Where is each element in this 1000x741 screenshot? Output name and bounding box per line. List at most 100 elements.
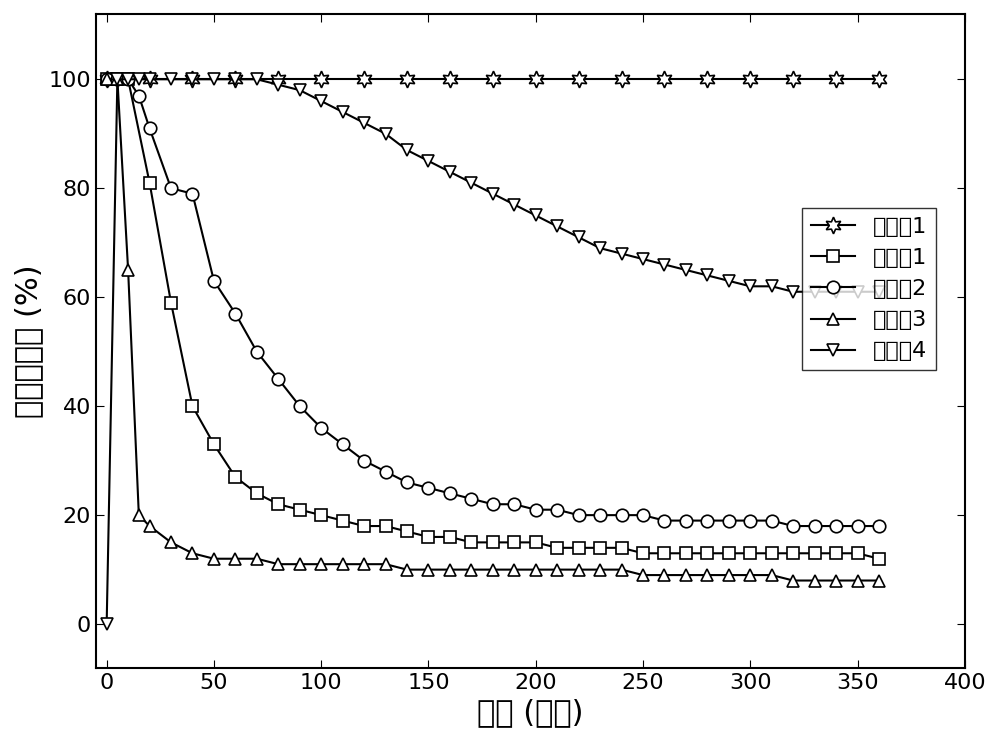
对比例4 <box>186 75 198 84</box>
对比例2 <box>122 75 134 84</box>
对比例2 <box>444 489 456 498</box>
对比例1 <box>723 549 735 558</box>
对比例3 <box>315 559 327 568</box>
对比例3 <box>208 554 220 563</box>
实施例1 <box>809 75 821 84</box>
对比例3 <box>101 75 113 84</box>
对比例1 <box>315 511 327 519</box>
对比例3 <box>251 554 263 563</box>
对比例3 <box>530 565 542 574</box>
对比例1 <box>830 549 842 558</box>
实施例1 <box>165 75 177 84</box>
实施例1 <box>401 75 413 84</box>
实施例1 <box>766 75 778 84</box>
对比例1 <box>766 549 778 558</box>
对比例1 <box>358 522 370 531</box>
实施例1 <box>358 75 370 84</box>
对比例2 <box>809 522 821 531</box>
对比例2 <box>787 522 799 531</box>
对比例1 <box>111 75 123 84</box>
对比例4 <box>830 288 842 296</box>
对比例2 <box>133 91 145 100</box>
对比例2 <box>422 483 434 492</box>
对比例3 <box>487 565 499 574</box>
对比例2 <box>551 505 563 514</box>
对比例4 <box>122 75 134 84</box>
对比例1 <box>401 527 413 536</box>
对比例4 <box>616 249 628 258</box>
对比例4 <box>809 288 821 296</box>
对比例3 <box>133 511 145 519</box>
实施例1 <box>101 75 113 84</box>
对比例1 <box>144 179 156 187</box>
对比例1 <box>852 549 864 558</box>
对比例1 <box>658 549 670 558</box>
实施例1 <box>508 75 520 84</box>
对比例4 <box>701 271 713 280</box>
对比例4 <box>133 75 145 84</box>
对比例2 <box>165 184 177 193</box>
实施例1 <box>272 75 284 84</box>
对比例4 <box>637 255 649 264</box>
对比例4 <box>852 288 864 296</box>
对比例1 <box>701 549 713 558</box>
实施例1 <box>122 75 134 84</box>
对比例1 <box>380 522 392 531</box>
对比例4 <box>272 80 284 89</box>
实施例1 <box>658 75 670 84</box>
对比例2 <box>873 522 885 531</box>
X-axis label: 时间 (分钟): 时间 (分钟) <box>477 698 584 727</box>
对比例3 <box>122 265 134 274</box>
实施例1 <box>594 75 606 84</box>
对比例4 <box>401 146 413 155</box>
对比例2 <box>101 75 113 84</box>
对比例3 <box>744 571 756 579</box>
对比例2 <box>766 516 778 525</box>
对比例3 <box>144 522 156 531</box>
对比例1 <box>208 440 220 449</box>
对比例4 <box>680 265 692 274</box>
实施例1 <box>294 75 306 84</box>
对比例2 <box>487 499 499 508</box>
实施例1 <box>787 75 799 84</box>
对比例3 <box>358 559 370 568</box>
对比例2 <box>208 276 220 285</box>
对比例2 <box>616 511 628 519</box>
对比例4 <box>594 244 606 253</box>
对比例2 <box>658 516 670 525</box>
Legend: 实施例1, 对比例1, 对比例2, 对比例3, 对比例4: 实施例1, 对比例1, 对比例2, 对比例3, 对比例4 <box>802 208 936 370</box>
对比例1 <box>680 549 692 558</box>
对比例4 <box>551 222 563 231</box>
对比例4 <box>658 260 670 269</box>
对比例2 <box>852 522 864 531</box>
Line: 对比例1: 对比例1 <box>101 73 885 565</box>
对比例3 <box>401 565 413 574</box>
对比例3 <box>852 576 864 585</box>
对比例2 <box>701 516 713 525</box>
对比例1 <box>294 505 306 514</box>
对比例2 <box>594 511 606 519</box>
对比例1 <box>101 75 113 84</box>
实施例1 <box>723 75 735 84</box>
实施例1 <box>637 75 649 84</box>
对比例1 <box>809 549 821 558</box>
对比例4 <box>111 75 123 84</box>
实施例1 <box>422 75 434 84</box>
对比例3 <box>680 571 692 579</box>
对比例3 <box>111 75 123 84</box>
对比例3 <box>422 565 434 574</box>
实施例1 <box>208 75 220 84</box>
对比例1 <box>465 538 477 547</box>
对比例3 <box>594 565 606 574</box>
对比例2 <box>358 456 370 465</box>
对比例4 <box>766 282 778 290</box>
对比例4 <box>229 75 241 84</box>
对比例1 <box>422 533 434 542</box>
对比例2 <box>294 402 306 411</box>
实施例1 <box>573 75 585 84</box>
实施例1 <box>680 75 692 84</box>
对比例1 <box>444 533 456 542</box>
对比例3 <box>380 559 392 568</box>
Y-axis label: 臭氧分解率 (%): 臭氧分解率 (%) <box>14 264 43 418</box>
对比例3 <box>186 549 198 558</box>
